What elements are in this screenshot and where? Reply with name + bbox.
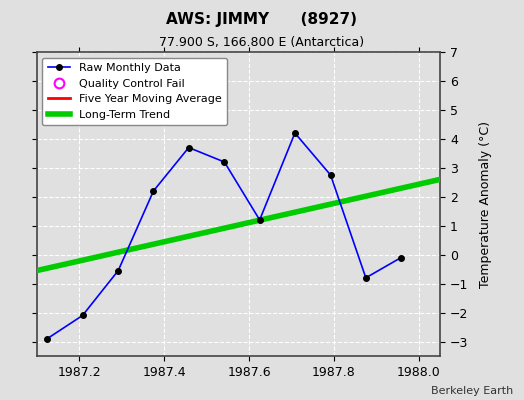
Raw Monthly Data [363,276,369,280]
Y-axis label: Temperature Anomaly (°C): Temperature Anomaly (°C) [479,120,493,288]
Raw Monthly Data [115,268,122,273]
Raw Monthly Data [257,218,263,222]
Line: Raw Monthly Data: Raw Monthly Data [45,130,404,342]
Raw Monthly Data [150,188,157,193]
Raw Monthly Data [44,336,50,341]
Raw Monthly Data [80,313,86,318]
Raw Monthly Data [398,255,404,260]
Legend: Raw Monthly Data, Quality Control Fail, Five Year Moving Average, Long-Term Tren: Raw Monthly Data, Quality Control Fail, … [42,58,227,125]
Text: AWS: JIMMY      (8927): AWS: JIMMY (8927) [167,12,357,27]
Raw Monthly Data [221,160,227,164]
Raw Monthly Data [292,131,298,136]
Raw Monthly Data [185,145,192,150]
Text: Berkeley Earth: Berkeley Earth [431,386,514,396]
Raw Monthly Data [328,173,334,178]
Text: 77.900 S, 166.800 E (Antarctica): 77.900 S, 166.800 E (Antarctica) [159,36,365,49]
